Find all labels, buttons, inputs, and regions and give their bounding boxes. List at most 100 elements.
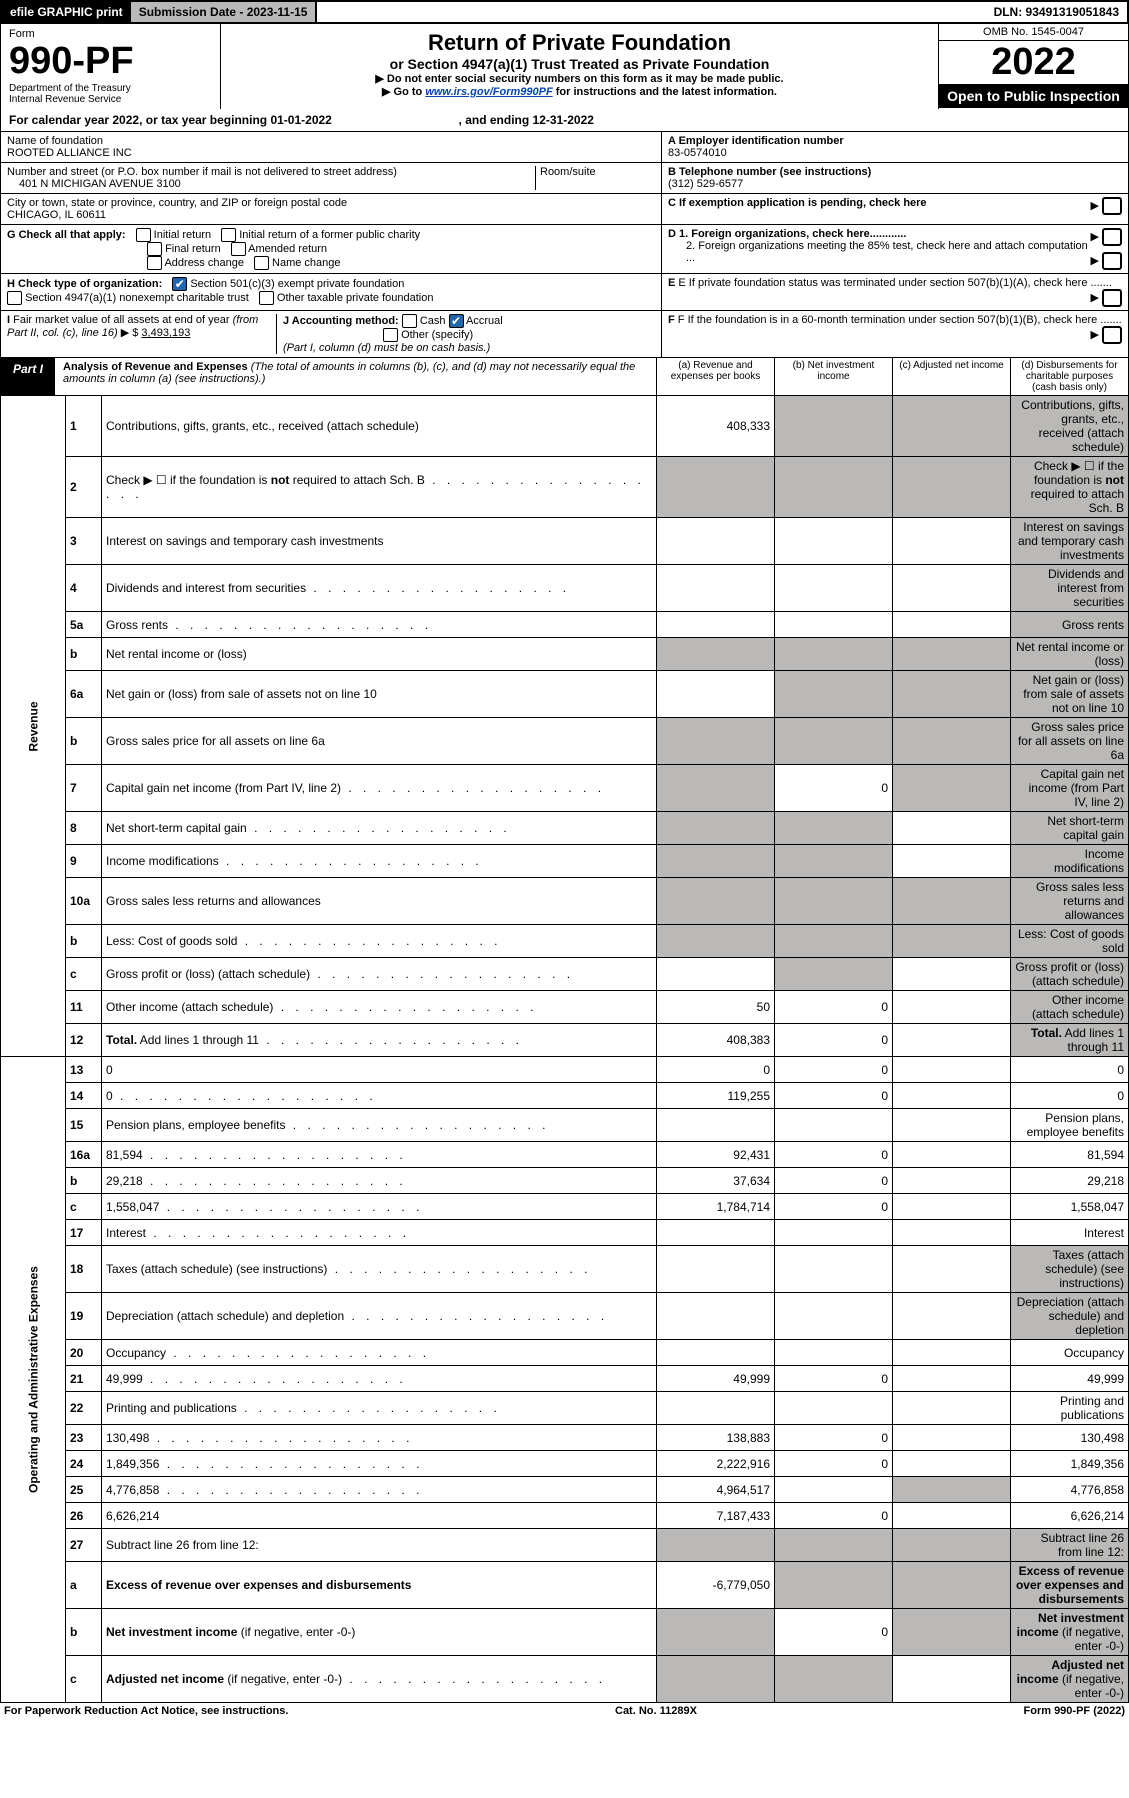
value-cell: 4,776,858: [1011, 1477, 1129, 1503]
value-cell: Income modifications: [1011, 845, 1129, 878]
col-a-header: (a) Revenue and expenses per books: [656, 358, 774, 395]
checkbox-other-tax[interactable]: [259, 291, 274, 305]
room-label: Room/suite: [535, 166, 655, 190]
value-cell: Gross rents: [1011, 612, 1129, 638]
ein-value: 83-0574010: [668, 147, 1122, 159]
value-cell: [775, 1293, 893, 1340]
dept-irs: Internal Revenue Service: [9, 94, 212, 105]
line-desc: 130,498: [102, 1425, 657, 1451]
line-number: 5a: [66, 612, 102, 638]
value-cell: 138,883: [657, 1425, 775, 1451]
value-cell: 0: [657, 1057, 775, 1083]
value-cell: [893, 1057, 1011, 1083]
value-cell: Contributions, gifts, grants, etc., rece…: [1011, 396, 1129, 457]
value-cell: 0: [775, 1024, 893, 1057]
box-j: J Accounting method: Cash ✔ Accrual Othe…: [277, 314, 655, 354]
value-cell: 0: [775, 1609, 893, 1656]
line-desc: Subtract line 26 from line 12:: [102, 1529, 657, 1562]
value-cell: [775, 1220, 893, 1246]
line-number: a: [66, 1562, 102, 1609]
value-cell: Net investment income (if negative, ente…: [1011, 1609, 1129, 1656]
line-number: c: [66, 1656, 102, 1703]
checkbox-initial[interactable]: [136, 228, 151, 242]
line-number: 16a: [66, 1142, 102, 1168]
form-header: Form 990-PF Department of the Treasury I…: [0, 24, 1129, 109]
value-cell: [893, 765, 1011, 812]
form-title: Return of Private Foundation: [227, 30, 932, 56]
line-desc: Less: Cost of goods sold: [102, 925, 657, 958]
line-number: b: [66, 1168, 102, 1194]
page-footer: For Paperwork Reduction Act Notice, see …: [0, 1703, 1129, 1719]
value-cell: [657, 845, 775, 878]
value-cell: [893, 1024, 1011, 1057]
value-cell: [893, 1392, 1011, 1425]
box-h: H Check type of organization: ✔ Section …: [7, 277, 655, 291]
line-number: 27: [66, 1529, 102, 1562]
line-number: 17: [66, 1220, 102, 1246]
checkbox-addr[interactable]: [147, 256, 162, 270]
checkbox-name[interactable]: [254, 256, 269, 270]
value-cell: [893, 925, 1011, 958]
part1-header: Part I Analysis of Revenue and Expenses …: [0, 358, 1129, 396]
value-cell: 0: [775, 1425, 893, 1451]
value-cell: [893, 1366, 1011, 1392]
checkbox-cash[interactable]: [402, 314, 417, 328]
checkbox-501c3[interactable]: ✔: [172, 277, 187, 291]
name-label: Name of foundation: [7, 135, 655, 147]
line-number: 24: [66, 1451, 102, 1477]
box-g: G Check all that apply: Initial return I…: [7, 228, 655, 242]
value-cell: [893, 1246, 1011, 1293]
line-desc: Net rental income or (loss): [102, 638, 657, 671]
line-number: c: [66, 958, 102, 991]
value-cell: [775, 1392, 893, 1425]
dept-treasury: Department of the Treasury: [9, 83, 212, 94]
line-desc: 0: [102, 1083, 657, 1109]
value-cell: 81,594: [1011, 1142, 1129, 1168]
value-cell: [657, 878, 775, 925]
checkbox-4947[interactable]: [7, 291, 22, 305]
value-cell: Interest: [1011, 1220, 1129, 1246]
checkbox-other-method[interactable]: [383, 328, 398, 342]
line-desc: Excess of revenue over expenses and disb…: [102, 1562, 657, 1609]
line-desc: Gross sales price for all assets on line…: [102, 718, 657, 765]
line-desc: 1,558,047: [102, 1194, 657, 1220]
form-ref: Form 990-PF (2022): [1024, 1705, 1126, 1717]
line-desc: Total. Add lines 1 through 11: [102, 1024, 657, 1057]
value-cell: [657, 1293, 775, 1340]
value-cell: 0: [775, 1057, 893, 1083]
line-desc: Printing and publications: [102, 1392, 657, 1425]
line-number: 15: [66, 1109, 102, 1142]
line-desc: Income modifications: [102, 845, 657, 878]
open-to-public: Open to Public Inspection: [939, 84, 1128, 108]
value-cell: [657, 1529, 775, 1562]
line-number: 26: [66, 1503, 102, 1529]
value-cell: [893, 1477, 1011, 1503]
line-number: 7: [66, 765, 102, 812]
value-cell: Gross profit or (loss) (attach schedule): [1011, 958, 1129, 991]
value-cell: 0: [775, 991, 893, 1024]
line-number: 4: [66, 565, 102, 612]
addr-label: Number and street (or P.O. box number if…: [7, 166, 535, 178]
part1-label: Part I: [1, 358, 55, 395]
irs-link[interactable]: www.irs.gov/Form990PF: [425, 86, 552, 98]
value-cell: [775, 812, 893, 845]
line-desc: 4,776,858: [102, 1477, 657, 1503]
line-number: b: [66, 638, 102, 671]
value-cell: [657, 1246, 775, 1293]
value-cell: [775, 457, 893, 518]
entity-block: Name of foundation ROOTED ALLIANCE INC A…: [0, 132, 1129, 358]
checkbox-amended[interactable]: [231, 242, 246, 256]
checkbox-initial-pc[interactable]: [221, 228, 236, 242]
col-b-header: (b) Net investment income: [774, 358, 892, 395]
dln: DLN: 93491319051843: [986, 2, 1127, 22]
checkbox-accrual[interactable]: ✔: [449, 314, 464, 328]
line-number: 23: [66, 1425, 102, 1451]
box-d: D 1. Foreign organizations, check here..…: [661, 225, 1128, 274]
value-cell: Net gain or (loss) from sale of assets n…: [1011, 671, 1129, 718]
value-cell: Taxes (attach schedule) (see instruction…: [1011, 1246, 1129, 1293]
line-desc: Adjusted net income (if negative, enter …: [102, 1656, 657, 1703]
line-number: 10a: [66, 878, 102, 925]
line-desc: Check ▶ ☐ if the foundation is not requi…: [102, 457, 657, 518]
line-number: 6a: [66, 671, 102, 718]
checkbox-final[interactable]: [147, 242, 162, 256]
